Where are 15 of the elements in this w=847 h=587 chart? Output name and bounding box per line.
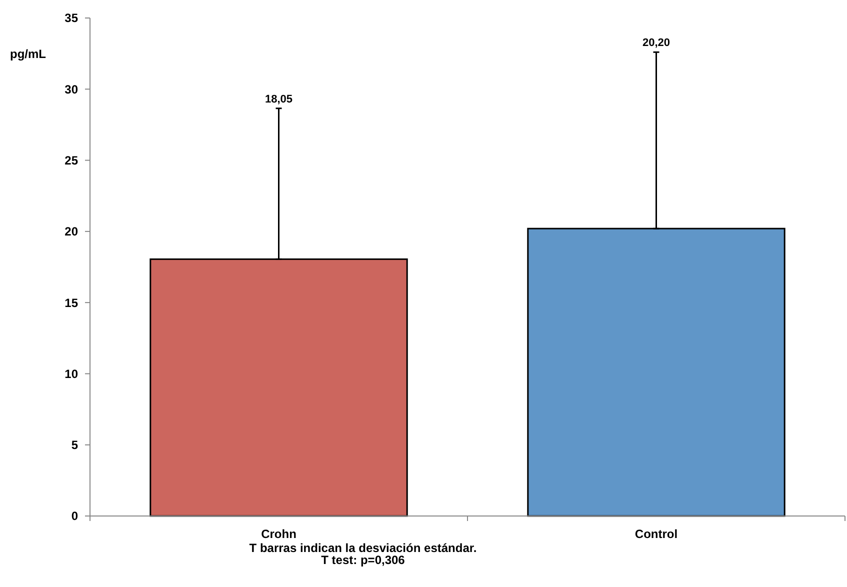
text: T barras indican la desviación estándar. [249, 541, 477, 555]
y-tick-label: 20 [64, 224, 78, 239]
y-tick-label: 5 [71, 438, 78, 452]
text: T test: p=0,306 [321, 553, 406, 567]
annotation: 18,05 [264, 93, 293, 106]
y-tick-label: 15 [64, 296, 78, 310]
y-tick-label: 35 [64, 11, 78, 26]
y-tick-label: 10 [64, 366, 78, 381]
x-tick-label: Control [634, 527, 678, 541]
x-tick-label: Crohn [261, 527, 296, 541]
annotation: 20,20 [642, 37, 670, 50]
y-tick-label: 0 [71, 509, 78, 524]
y-axis-title: pg/mL [10, 47, 46, 61]
y-tick-label: 25 [64, 153, 78, 168]
y-tick-label: 30 [64, 82, 78, 96]
